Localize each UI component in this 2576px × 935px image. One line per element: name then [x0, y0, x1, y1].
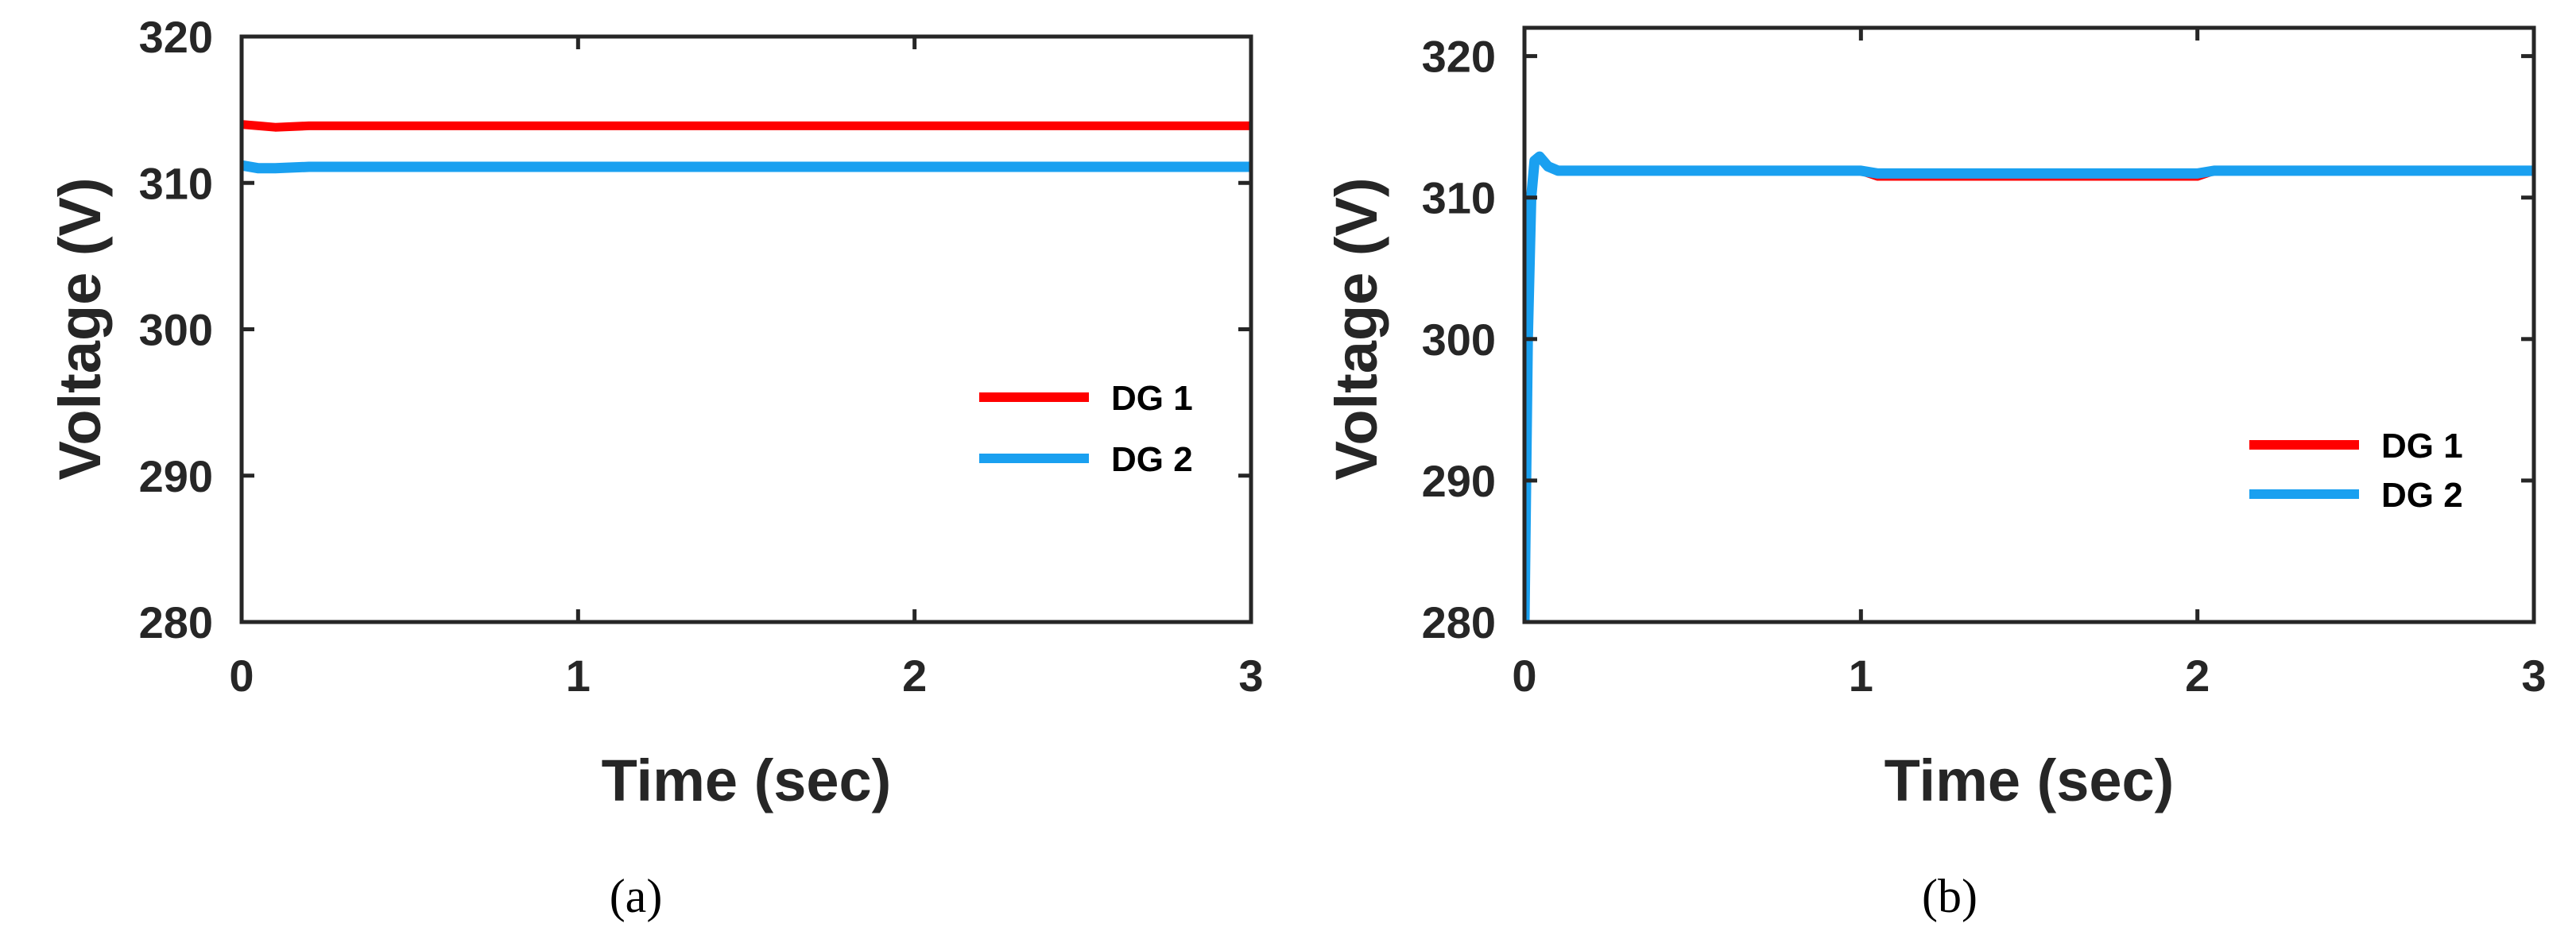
y-axis-label: Voltage (V) — [47, 178, 113, 481]
y-tick-label: 310 — [139, 158, 213, 208]
legend-label: DG 2 — [1111, 440, 1193, 479]
y-tick-label: 280 — [1422, 597, 1496, 647]
y-tick-label: 310 — [1422, 173, 1496, 223]
panel-caption: (b) — [1922, 870, 1978, 922]
legend: DG 1 DG 2 — [979, 379, 1193, 479]
series-group — [1524, 151, 2534, 622]
plot-frame — [1522, 25, 2536, 624]
panel-caption: (a) — [610, 870, 663, 922]
x-tick-label: 1 — [1849, 651, 1873, 701]
series-line-dg-2 — [1524, 151, 2534, 622]
series-line-dg-1 — [242, 120, 1251, 132]
chart-panel-b: 280 290 300 310 320 0 1 2 3 Time (sec) Voltage (V)… — [1323, 25, 2547, 922]
legend-label: DG 1 — [1111, 379, 1193, 418]
legend-label: DG 1 — [2381, 427, 2463, 466]
y-axis-label: Voltage (V) — [1323, 178, 1389, 481]
x-tick-label: 2 — [902, 651, 927, 701]
y-tick-label: 280 — [139, 597, 213, 647]
series-group — [242, 120, 1251, 174]
y-tick-label: 320 — [139, 12, 213, 62]
series-line-dg-1 — [1524, 152, 2534, 622]
x-tick-label: 3 — [1238, 651, 1263, 701]
x-axis-label: Time (sec) — [602, 748, 892, 813]
x-tick-label: 0 — [1512, 651, 1536, 701]
x-axis-label: Time (sec) — [1885, 748, 2175, 813]
legend-label: DG 2 — [2381, 476, 2463, 515]
y-tick-label: 290 — [1422, 456, 1496, 506]
x-tick-label: 2 — [2185, 651, 2210, 701]
legend: DG 1 DG 2 — [2249, 427, 2463, 515]
series-line-dg-2 — [242, 160, 1251, 174]
y-tick-label: 320 — [1422, 32, 1496, 82]
y-tick-label: 290 — [139, 451, 213, 501]
x-tick-label: 3 — [2521, 651, 2546, 701]
y-tick-label: 300 — [139, 305, 213, 355]
x-tick-label: 1 — [566, 651, 591, 701]
x-tick-label: 0 — [229, 651, 254, 701]
chart-panel-a: 280 290 300 310 320 0 1 2 3 Time (sec) Voltage (V)… — [47, 12, 1264, 922]
y-tick-label: 300 — [1422, 315, 1496, 365]
